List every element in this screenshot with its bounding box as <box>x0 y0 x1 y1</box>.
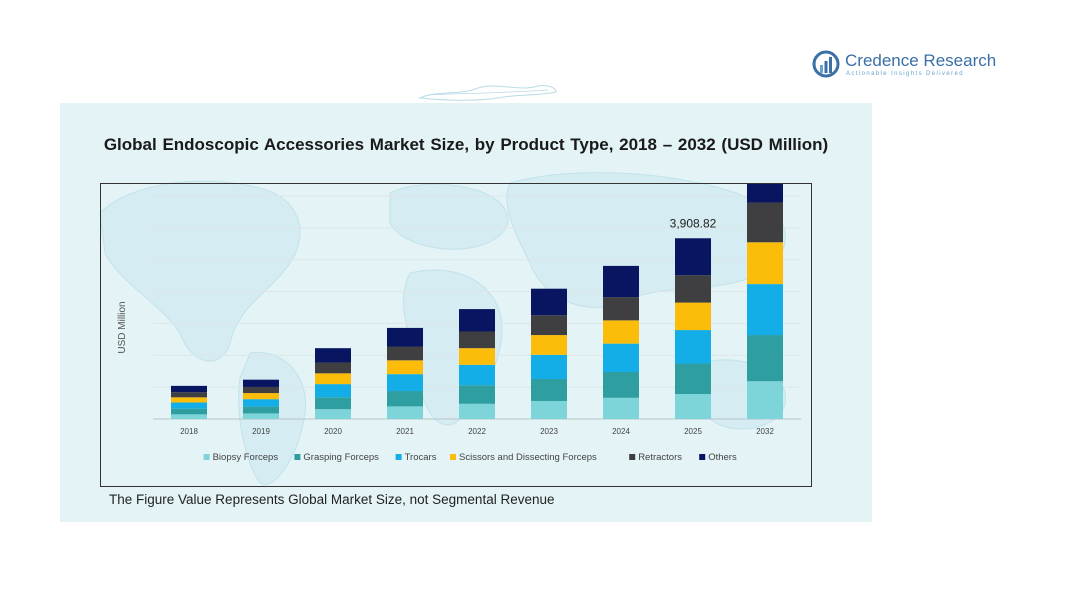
x-tick-label-2025: 2025 <box>684 427 702 436</box>
bar-segment-retractors-2032 <box>747 202 783 243</box>
x-tick-label-2024: 2024 <box>612 427 630 436</box>
bar-segment-grasping-forceps-2025 <box>675 363 711 394</box>
bar-segment-grasping-forceps-2018 <box>171 408 207 415</box>
bar-segment-retractors-2022 <box>459 331 495 349</box>
brand-name: Credence Research <box>845 51 997 70</box>
bar-segment-biopsy-forceps-2025 <box>675 393 711 419</box>
bar-segment-grasping-forceps-2021 <box>387 391 423 407</box>
bar-segment-biopsy-forceps-2019 <box>243 413 279 419</box>
x-tick-label-2023: 2023 <box>540 427 558 436</box>
bar-segment-biopsy-forceps-2024 <box>603 397 639 419</box>
bar-segment-biopsy-forceps-2020 <box>315 409 351 419</box>
bar-segment-grasping-forceps-2032 <box>747 335 783 382</box>
bar-segment-grasping-forceps-2024 <box>603 372 639 398</box>
bar-segment-retractors-2021 <box>387 346 423 361</box>
legend-swatch-scissors-and-dissecting-forceps <box>450 454 456 460</box>
legend-swatch-trocars <box>395 454 402 460</box>
legend-swatch-others <box>699 454 706 460</box>
bar-segment-biopsy-forceps-2023 <box>531 400 567 419</box>
x-tick-label-2018: 2018 <box>180 427 198 436</box>
bar-segment-scissors-and-dissecting-forceps-2024 <box>603 320 639 344</box>
bar-segment-scissors-and-dissecting-forceps-2018 <box>171 397 207 403</box>
legend-label-retractors: Retractors <box>638 452 682 463</box>
x-tick-label-2021: 2021 <box>396 427 414 436</box>
cloud-decoration-icon <box>418 85 557 101</box>
legend-label-scissors-and-dissecting-forceps: Scissors and Dissecting Forceps <box>459 452 597 463</box>
bar-segment-trocars-2022 <box>459 364 495 386</box>
chart-title: Global Endoscopic Accessories Market Siz… <box>103 135 829 154</box>
bar-segment-scissors-and-dissecting-forceps-2025 <box>675 302 711 331</box>
bar-segment-trocars-2018 <box>171 402 207 409</box>
brand-logo: Credence Research Actionable Insights De… <box>812 48 1012 84</box>
chart-plot-area: 2018 2019 2020 2021 2022 2023 2024 2025 3,908.82… <box>100 183 812 487</box>
bar-segment-grasping-forceps-2019 <box>243 406 279 414</box>
x-tick-label-2022: 2022 <box>468 427 486 436</box>
bar-segment-retractors-2025 <box>675 275 711 303</box>
credence-logo-icon <box>812 50 840 78</box>
bar-segment-others-2025 <box>675 238 711 276</box>
bar-segment-others-2023 <box>531 288 567 316</box>
legend-swatch-grasping-forceps <box>294 454 301 460</box>
bar-segment-grasping-forceps-2023 <box>531 378 567 401</box>
bar-segment-scissors-and-dissecting-forceps-2019 <box>243 393 279 400</box>
bar-segment-others-2018 <box>171 385 207 393</box>
bar-segment-others-2024 <box>603 265 639 298</box>
bar-segment-retractors-2020 <box>315 362 351 374</box>
legend-label-grasping-forceps: Grasping Forceps <box>303 452 379 463</box>
bar-segment-trocars-2019 <box>243 399 279 407</box>
bar-segment-scissors-and-dissecting-forceps-2022 <box>459 348 495 365</box>
bar-segment-trocars-2021 <box>387 374 423 392</box>
bar-segment-retractors-2023 <box>531 315 567 336</box>
bar-segment-trocars-2024 <box>603 343 639 373</box>
legend-label-biopsy-forceps: Biopsy Forceps <box>213 452 279 463</box>
bar-segment-trocars-2023 <box>531 354 567 379</box>
bar-segment-others-2021 <box>387 327 423 347</box>
x-tick-label-2032: 2032 <box>756 427 774 436</box>
legend-label-others: Others <box>708 452 737 463</box>
bar-segment-biopsy-forceps-2021 <box>387 406 423 419</box>
bar-segment-grasping-forceps-2022 <box>459 385 495 404</box>
legend-swatch-retractors <box>629 454 636 460</box>
bar-segment-trocars-2025 <box>675 330 711 364</box>
x-tick-label-2019: 2019 <box>252 427 270 436</box>
chart-panel: Global Endoscopic Accessories Market Siz… <box>60 103 872 522</box>
x-tick-label-2020: 2020 <box>324 427 342 436</box>
y-axis-label: USD Million <box>117 301 128 353</box>
bar-segment-retractors-2018 <box>171 392 207 398</box>
bar-segment-trocars-2032 <box>747 284 783 336</box>
bar-segment-retractors-2019 <box>243 386 279 394</box>
legend-swatch-biopsy-forceps <box>203 454 210 460</box>
data-label-2025: 3,908.82 <box>670 216 717 230</box>
brand-tagline: Actionable Insights Delivered <box>846 71 964 77</box>
bar-segment-biopsy-forceps-2032 <box>747 381 783 419</box>
stacked-bar-chart: 2018 2019 2020 2021 2022 2023 2024 2025 3,908.82… <box>117 184 801 463</box>
bar-segment-biopsy-forceps-2022 <box>459 403 495 419</box>
bar-segment-retractors-2024 <box>603 297 639 321</box>
bar-segment-others-2019 <box>243 379 279 387</box>
bar-segment-scissors-and-dissecting-forceps-2023 <box>531 335 567 355</box>
bar-segment-scissors-and-dissecting-forceps-2020 <box>315 373 351 385</box>
legend-label-trocars: Trocars <box>405 452 437 463</box>
bar-segment-others-2022 <box>459 309 495 332</box>
bar-segment-scissors-and-dissecting-forceps-2021 <box>387 360 423 375</box>
bar-segment-others-2020 <box>315 348 351 363</box>
bar-segment-others-2032 <box>747 184 783 203</box>
footnote: The Figure Value Represents Global Marke… <box>109 492 555 507</box>
bar-segment-biopsy-forceps-2018 <box>171 414 207 419</box>
bar-segment-scissors-and-dissecting-forceps-2032 <box>747 242 783 285</box>
bar-segment-trocars-2020 <box>315 384 351 398</box>
bar-segment-grasping-forceps-2020 <box>315 397 351 410</box>
